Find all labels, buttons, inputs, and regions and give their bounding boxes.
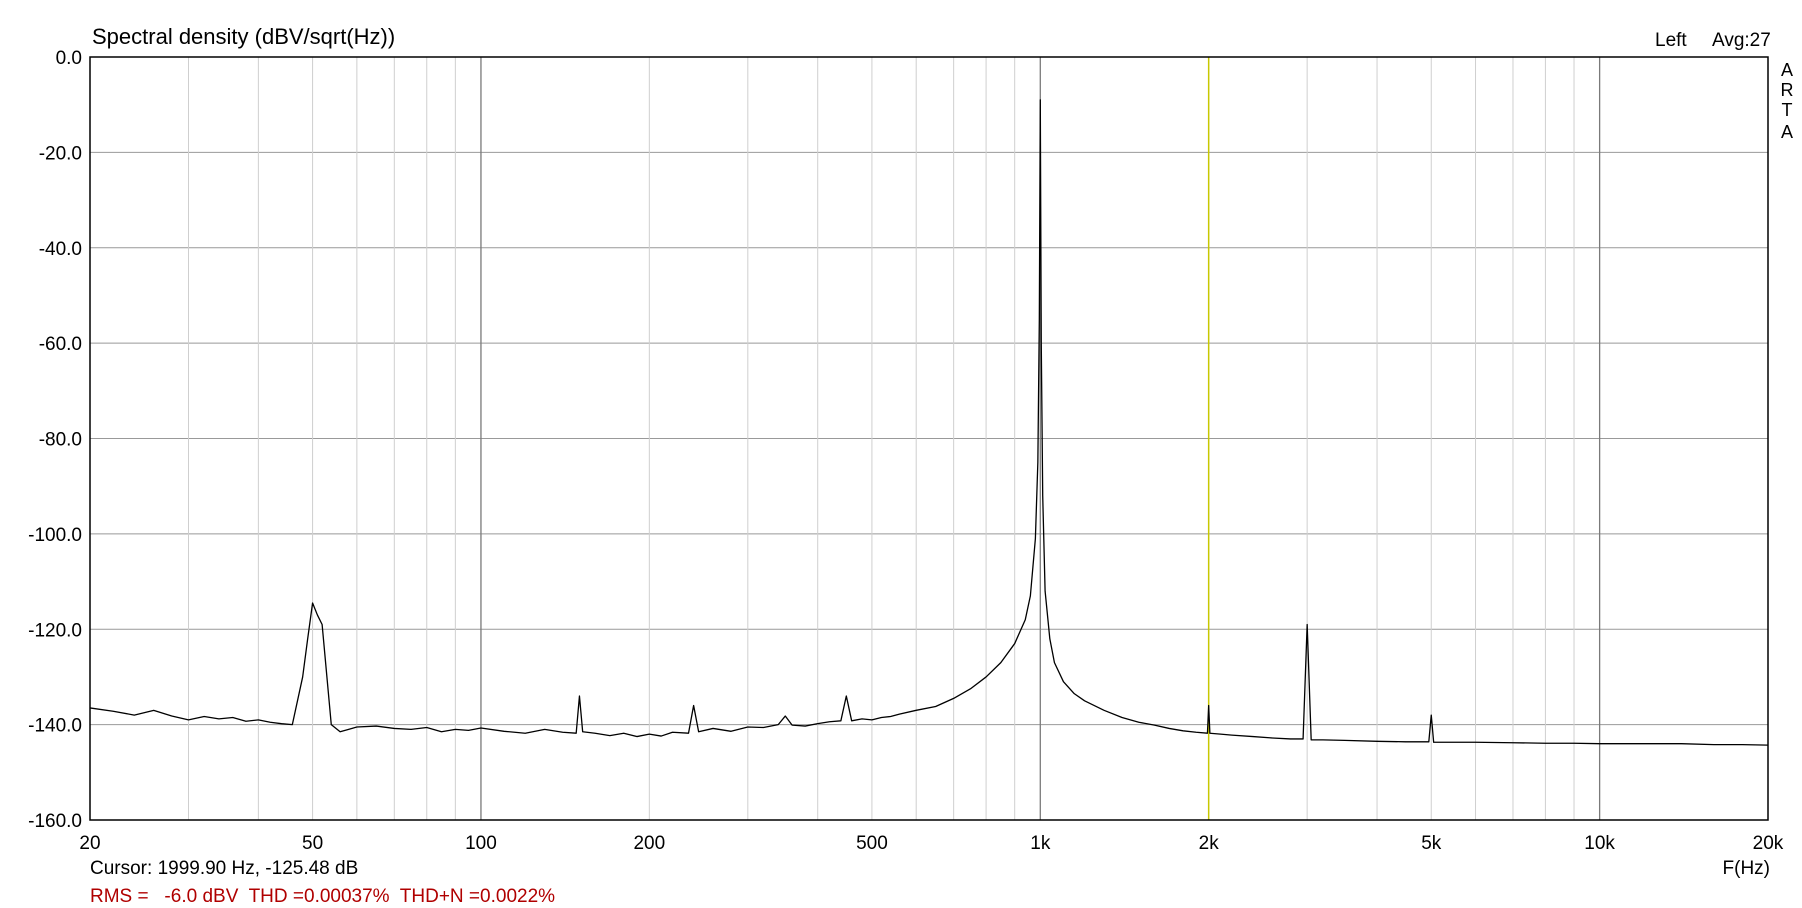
x-tick-label: 5k (1421, 833, 1442, 854)
x-tick-labels: 20 50 100 200 500 1k 2k 5k 10k 20k (79, 833, 1783, 854)
y-tick-label: -40.0 (39, 239, 82, 260)
x-tick-label: 10k (1584, 833, 1615, 854)
x-tick-label: 2k (1199, 833, 1220, 854)
brand-letter: A (1781, 60, 1793, 80)
brand-letter: T (1782, 100, 1793, 120)
x-axis-label: F(Hz) (1723, 858, 1770, 879)
y-tick-label: -160.0 (28, 811, 82, 832)
average-count: Avg:27 (1712, 30, 1771, 51)
y-tick-label: -80.0 (39, 430, 82, 451)
channel-label: Left (1655, 30, 1687, 51)
y-tick-label: -140.0 (28, 716, 82, 737)
measurement-readout: RMS = -6.0 dBV THD =0.00037% THD+N =0.00… (90, 886, 555, 907)
x-tick-label: 20 (79, 833, 100, 854)
brand-letter: A (1781, 122, 1793, 142)
arta-brand: A R T A (1781, 60, 1794, 142)
y-tick-label: -100.0 (28, 525, 82, 546)
x-tick-label: 200 (633, 833, 665, 854)
y-tick-labels: 0.0 -20.0 -40.0 -60.0 -80.0 -100.0 -120.0 -140.… (28, 48, 82, 832)
series-layer (89, 99, 1769, 746)
brand-letter: R (1781, 80, 1794, 100)
x-tick-label: 1k (1030, 833, 1051, 854)
x-tick-label: 500 (856, 833, 888, 854)
y-tick-label: -120.0 (28, 620, 82, 641)
chart-title: Spectral density (dBV/sqrt(Hz)) (92, 24, 395, 49)
y-tick-label: -20.0 (39, 143, 82, 164)
y-tick-label: 0.0 (56, 48, 82, 69)
plot-frame (89, 56, 1769, 821)
grid-lines (90, 56, 1768, 821)
cursor-readout: Cursor: 1999.90 Hz, -125.48 dB (90, 858, 358, 879)
x-tick-label: 50 (302, 833, 323, 854)
spectrum-line (89, 99, 1769, 746)
x-tick-label: 20k (1753, 833, 1784, 854)
x-tick-label: 100 (465, 833, 497, 854)
y-tick-label: -60.0 (39, 334, 82, 355)
